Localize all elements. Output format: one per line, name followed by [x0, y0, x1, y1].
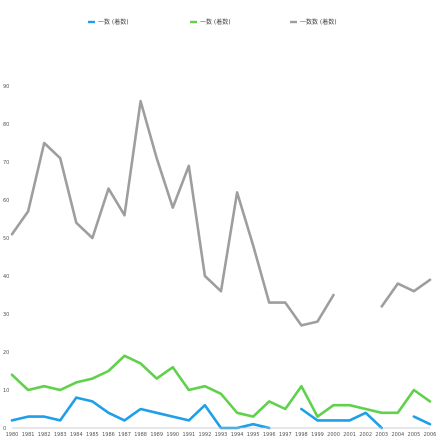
series-line — [380, 278, 432, 308]
x-tick-label: 1998 — [295, 432, 308, 438]
x-tick-label: 1987 — [118, 432, 131, 438]
y-axis: 0 10 20 30 40 50 60 70 80 90 — [3, 84, 9, 432]
x-tick-label: 1997 — [279, 432, 292, 438]
series-2 — [10, 354, 432, 418]
x-tick-label: 1995 — [247, 432, 260, 438]
series-line — [10, 354, 432, 418]
y-tick-label: 10 — [3, 388, 9, 394]
y-tick-label: 90 — [3, 84, 9, 90]
legend-label: 一数数 (着数) — [300, 18, 337, 26]
x-tick-label: 1984 — [70, 432, 83, 438]
x-tick-label: 1985 — [86, 432, 99, 438]
series-line — [10, 396, 271, 430]
x-axis: 1980 1981 1982 1983 1984 1985 1986 1987 1988 1989… — [6, 432, 437, 438]
x-tick-label: 1988 — [134, 432, 147, 438]
y-tick-label: 60 — [3, 198, 9, 204]
x-tick-label: 1981 — [22, 432, 35, 438]
x-tick-label: 2002 — [359, 432, 372, 438]
series-line — [10, 99, 335, 327]
legend-item: 一数数 (着数) — [290, 18, 337, 26]
y-tick-label: 40 — [3, 274, 9, 280]
x-tick-label: 1990 — [166, 432, 179, 438]
x-tick-label: 1994 — [231, 432, 244, 438]
legend-label: 一数 (着数) — [200, 18, 231, 26]
y-tick-label: 0 — [3, 426, 6, 432]
x-tick-label: 2000 — [327, 432, 340, 438]
x-tick-label: 1989 — [150, 432, 163, 438]
y-tick-label: 70 — [3, 160, 9, 166]
x-tick-label: 2001 — [343, 432, 356, 438]
x-tick-label: 1993 — [215, 432, 228, 438]
x-tick-label: 2005 — [408, 432, 421, 438]
x-tick-label: 1986 — [102, 432, 115, 438]
x-tick-label: 2004 — [391, 432, 404, 438]
x-tick-label: 1991 — [182, 432, 195, 438]
x-tick-label: 1980 — [6, 432, 19, 438]
legend-item: 一数 (着数) — [88, 18, 129, 26]
x-tick-label: 2006 — [424, 432, 437, 438]
x-tick-label: 1982 — [38, 432, 51, 438]
series-line — [300, 407, 384, 430]
series-1 — [10, 396, 432, 430]
x-tick-label: 2003 — [375, 432, 388, 438]
y-tick-label: 30 — [3, 312, 9, 318]
series-3 — [10, 99, 432, 327]
x-tick-label: 1996 — [263, 432, 276, 438]
x-tick-label: 1983 — [54, 432, 67, 438]
y-tick-label: 80 — [3, 122, 9, 128]
plot-area — [10, 99, 432, 430]
legend: 一数 (着数) 一数 (着数) 一数数 (着数) — [88, 18, 337, 26]
legend-label: 一数 (着数) — [98, 18, 129, 26]
x-tick-label: 1992 — [199, 432, 212, 438]
series-line — [412, 415, 432, 426]
y-tick-label: 20 — [3, 350, 9, 356]
x-tick-label: 1999 — [311, 432, 324, 438]
legend-item: 一数 (着数) — [190, 18, 231, 26]
y-tick-label: 50 — [3, 236, 9, 242]
